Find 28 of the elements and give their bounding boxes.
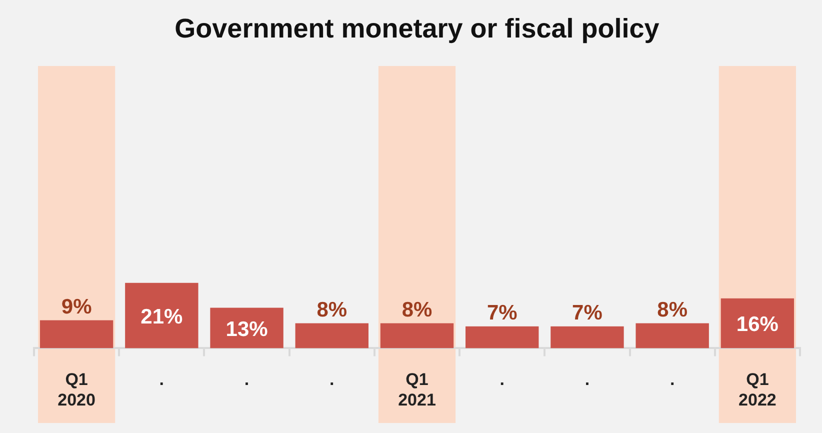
data-label: 7% [486,302,518,325]
bar [125,282,198,348]
data-label: 9% [61,295,92,318]
data-label: 7% [572,302,603,325]
x-tick-label: Q1 2021 [398,370,436,410]
bar [295,323,368,348]
bar [40,320,114,348]
bar [466,326,539,348]
x-tick-label: Q1 2022 [738,370,776,410]
data-label: 8% [402,298,432,322]
x-tick-label: . [159,370,164,390]
data-label: 8% [657,298,688,322]
data-label: 16% [736,313,779,336]
chart-title: Government monetary or fiscal policy [174,14,660,44]
data-label: 13% [226,318,268,341]
data-label: 21% [140,305,184,328]
bar [720,298,794,348]
bar [550,326,624,348]
bar [636,323,709,348]
x-tick-label: . [244,370,250,390]
x-tick-label: . [330,370,334,390]
bar [380,323,454,348]
x-tick-label: . [500,370,504,390]
x-tick-label: Q1 2020 [58,370,96,410]
x-tick-label: . [584,370,590,390]
bar [210,308,284,348]
x-tick-label: . [670,370,675,390]
data-label: 8% [316,298,348,322]
